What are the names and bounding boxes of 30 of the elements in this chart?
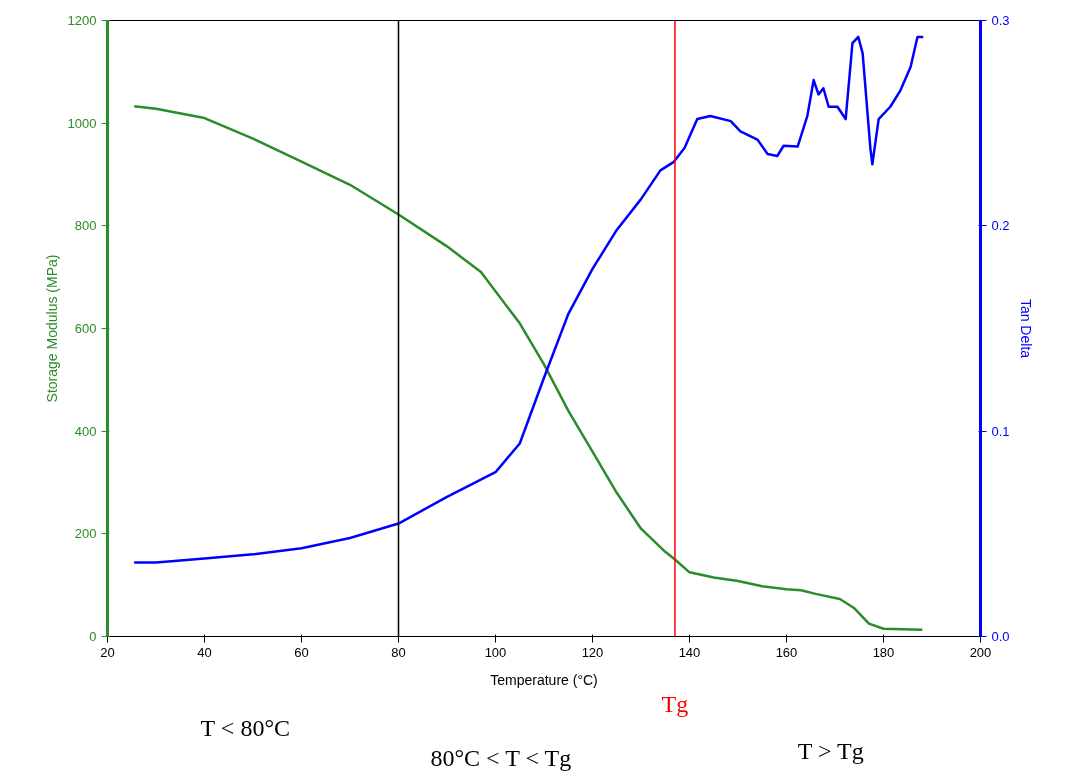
ref-line-label: Tg xyxy=(661,690,689,717)
y-tick-label: 1000 xyxy=(67,115,97,131)
y-tick-label: 200 xyxy=(74,526,97,542)
y-tick-label: 800 xyxy=(74,218,97,234)
text: T > Tg xyxy=(797,737,864,764)
x-tick-label: 80 xyxy=(391,644,406,660)
x-tick-label: 100 xyxy=(484,644,507,660)
y2-tick-label: 0.0 xyxy=(991,629,1010,644)
x-tick-label: 40 xyxy=(197,644,212,660)
x-tick-label: 140 xyxy=(678,644,701,660)
x-tick-label: 60 xyxy=(294,644,309,660)
line-series xyxy=(132,104,924,632)
y-tick-label: 0 xyxy=(89,629,97,644)
y-tick-label: 400 xyxy=(74,423,97,439)
y2-axis-title: Tan Delta xyxy=(1017,298,1034,359)
text: T < 80°C xyxy=(200,714,290,741)
y2-tick-label: 0.3 xyxy=(991,13,1010,28)
y2-tick-label: 0.2 xyxy=(991,218,1010,234)
y-tick-label: 600 xyxy=(74,321,97,336)
x-axis-title: Temperature (°C) xyxy=(490,671,598,688)
line-series xyxy=(132,35,925,564)
y-axis-title: Storage Modulus (MPa) xyxy=(43,254,60,403)
x-tick-label: 120 xyxy=(581,644,604,660)
x-tick-label: 180 xyxy=(872,644,895,660)
y2-tick-label: 0.1 xyxy=(991,423,1010,439)
y-tick-label: 1200 xyxy=(67,13,97,28)
x-tick-label: 160 xyxy=(775,644,798,660)
text: 80°C < T < Tg xyxy=(430,744,572,771)
x-tick-label: 200 xyxy=(969,644,992,660)
x-tick-label: 20 xyxy=(100,644,115,660)
